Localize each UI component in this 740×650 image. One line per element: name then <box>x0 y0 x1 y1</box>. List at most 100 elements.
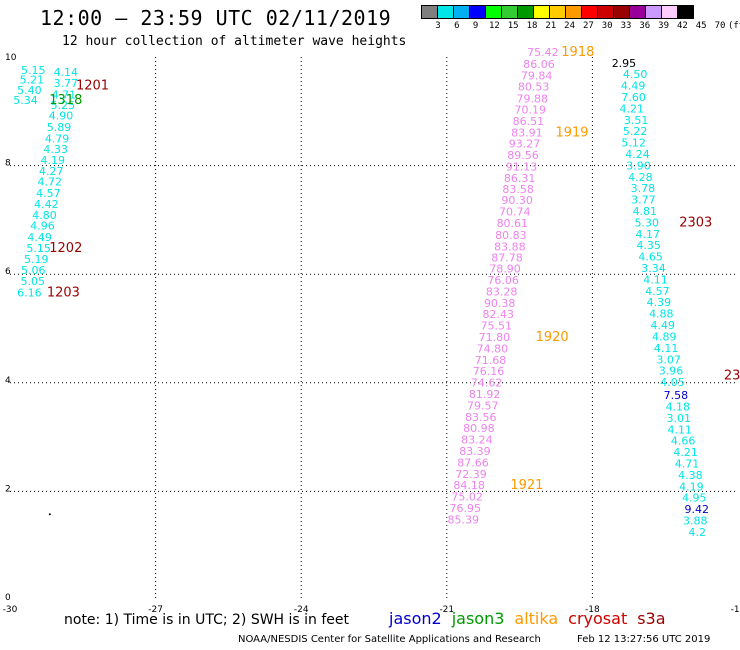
wave-height-value: 71.80 <box>479 331 511 344</box>
wave-height-value: 4.71 <box>52 88 77 101</box>
wave-height-value: 5.15 <box>26 242 51 255</box>
wave-height-value: 4.24 <box>625 148 650 161</box>
wave-height-value: 4.49 <box>621 80 646 93</box>
legend-entry-jason2: jason2 <box>389 609 442 628</box>
color-scale-label: 9 <box>472 21 479 31</box>
wave-height-value: 90.30 <box>501 194 533 207</box>
wave-height-value: 4.05 <box>660 376 685 389</box>
pass-time-label: 1201 <box>76 79 109 94</box>
generation-timestamp: Feb 12 13:27:56 UTC 2019 <box>577 634 711 645</box>
wave-height-value: 84.18 <box>453 479 485 492</box>
wave-height-value: 3.90 <box>626 159 651 172</box>
wave-height-value: 80.53 <box>518 81 550 94</box>
wave-height-value: 90.38 <box>484 297 516 310</box>
pass-time-label: 1318 <box>49 93 82 108</box>
wave-height-value: 3.07 <box>656 353 681 366</box>
wave-height-value: 5.34 <box>13 94 38 107</box>
wave-height-value: 75.42 <box>527 46 559 59</box>
wave-height-value: 91.13 <box>506 160 538 173</box>
x-tick-label: -27 <box>148 605 163 615</box>
wave-height-value: 4.2 <box>688 526 706 539</box>
wave-height-value: 5.22 <box>623 125 648 138</box>
wave-height-value: 2.95 <box>612 57 637 70</box>
color-scale-label: 3 <box>435 21 441 31</box>
y-tick-label: 0 <box>5 593 11 603</box>
wave-height-value: 4.96 <box>30 220 55 233</box>
wave-height-value: 79.84 <box>521 69 553 82</box>
wave-height-value: 71.68 <box>475 354 507 367</box>
wave-height-value: 80.83 <box>495 229 527 242</box>
wave-height-value: 4.50 <box>623 68 648 81</box>
wave-height-value: 4.21 <box>673 446 698 459</box>
wave-height-value: 83.56 <box>465 411 497 424</box>
wave-height-value: 7.58 <box>664 389 689 402</box>
wave-height-value: 6.16 <box>17 286 42 299</box>
color-swatch <box>677 5 694 19</box>
wave-height-value: 4.28 <box>628 171 653 184</box>
pass-time-label: 1920 <box>536 330 569 345</box>
wave-height-value: 4.88 <box>649 308 674 321</box>
color-scale-label: 27 <box>582 21 594 31</box>
wave-height-value: 4.39 <box>647 296 672 309</box>
color-scale-label: 15 <box>507 21 519 31</box>
wave-height-value: 4.72 <box>38 176 63 189</box>
x-tick-label: -15 <box>731 605 740 615</box>
wave-height-value: 3.51 <box>624 114 649 127</box>
wave-height-value: 4.65 <box>638 251 663 264</box>
wave-height-value: 5.21 <box>20 74 45 87</box>
pass-time-label: 1202 <box>49 241 82 256</box>
color-scale-label: 24 <box>564 21 576 31</box>
color-scale-label: 12 <box>488 21 500 31</box>
wave-height-value: 3.88 <box>683 515 708 528</box>
wave-height-value: 5.06 <box>21 264 46 277</box>
y-tick-label: 4 <box>5 376 11 386</box>
wave-height-value: 4.11 <box>668 423 693 436</box>
wave-height-value: 83.28 <box>486 285 518 298</box>
wave-height-value: 5.12 <box>621 137 646 150</box>
color-scale-label: 18 <box>526 21 538 31</box>
wave-height-value: 4.90 <box>49 109 74 122</box>
wave-height-value: 79.88 <box>516 93 548 106</box>
wave-height-value: 76.16 <box>473 365 505 378</box>
wave-height-value: 4.49 <box>27 231 52 244</box>
wave-height-value: 4.80 <box>32 209 57 222</box>
wave-height-value: 7.60 <box>621 91 646 104</box>
legend-entry-altika: altika <box>514 609 559 628</box>
wave-height-value: 5.19 <box>24 253 49 266</box>
color-scale-label: 30 <box>601 21 613 31</box>
wave-height-value: 85.39 <box>448 513 480 526</box>
color-scale-label: 45 <box>695 21 707 31</box>
data-dot <box>48 513 51 516</box>
page-title: 12:00 – 23:59 UTC 02/11/2019 <box>40 6 392 30</box>
page-subtitle: 12 hour collection of altimeter wave hei… <box>62 34 407 49</box>
wave-height-value: 3.77 <box>631 194 656 207</box>
wave-height-value: 83.39 <box>459 445 491 458</box>
wave-height-value: 9.42 <box>684 503 709 516</box>
color-scale-label: 42 <box>676 21 688 31</box>
wave-height-value: 74.62 <box>471 377 503 390</box>
x-tick-label: -18 <box>585 605 600 615</box>
wave-height-value: 4.17 <box>635 228 660 241</box>
color-scale-label: 70 <box>714 21 726 31</box>
wave-height-value: 4.11 <box>654 342 679 355</box>
wave-height-value: 83.88 <box>494 240 526 253</box>
y-tick-label: 10 <box>5 53 17 63</box>
legend-entry-jason3: jason3 <box>451 609 505 628</box>
color-scale-label: 21 <box>545 21 557 31</box>
wave-height-value: 3.96 <box>659 365 684 378</box>
wave-height-value: 74.80 <box>477 342 509 355</box>
color-scale-label: 33 <box>620 21 632 31</box>
wave-height-value: 4.57 <box>645 285 670 298</box>
wave-height-value: 76.95 <box>449 502 481 515</box>
wave-height-value: 4.19 <box>679 480 704 493</box>
wave-height-value: 93.27 <box>509 138 541 151</box>
wave-height-value: 4.49 <box>651 319 676 332</box>
wave-height-value: 86.06 <box>523 58 555 71</box>
wave-height-value: 4.35 <box>636 239 661 252</box>
wave-height-value: 5.40 <box>17 84 42 97</box>
wave-height-value: 4.57 <box>36 187 61 200</box>
wave-height-value: 87.66 <box>457 456 489 469</box>
wave-height-value: 80.98 <box>463 422 495 435</box>
